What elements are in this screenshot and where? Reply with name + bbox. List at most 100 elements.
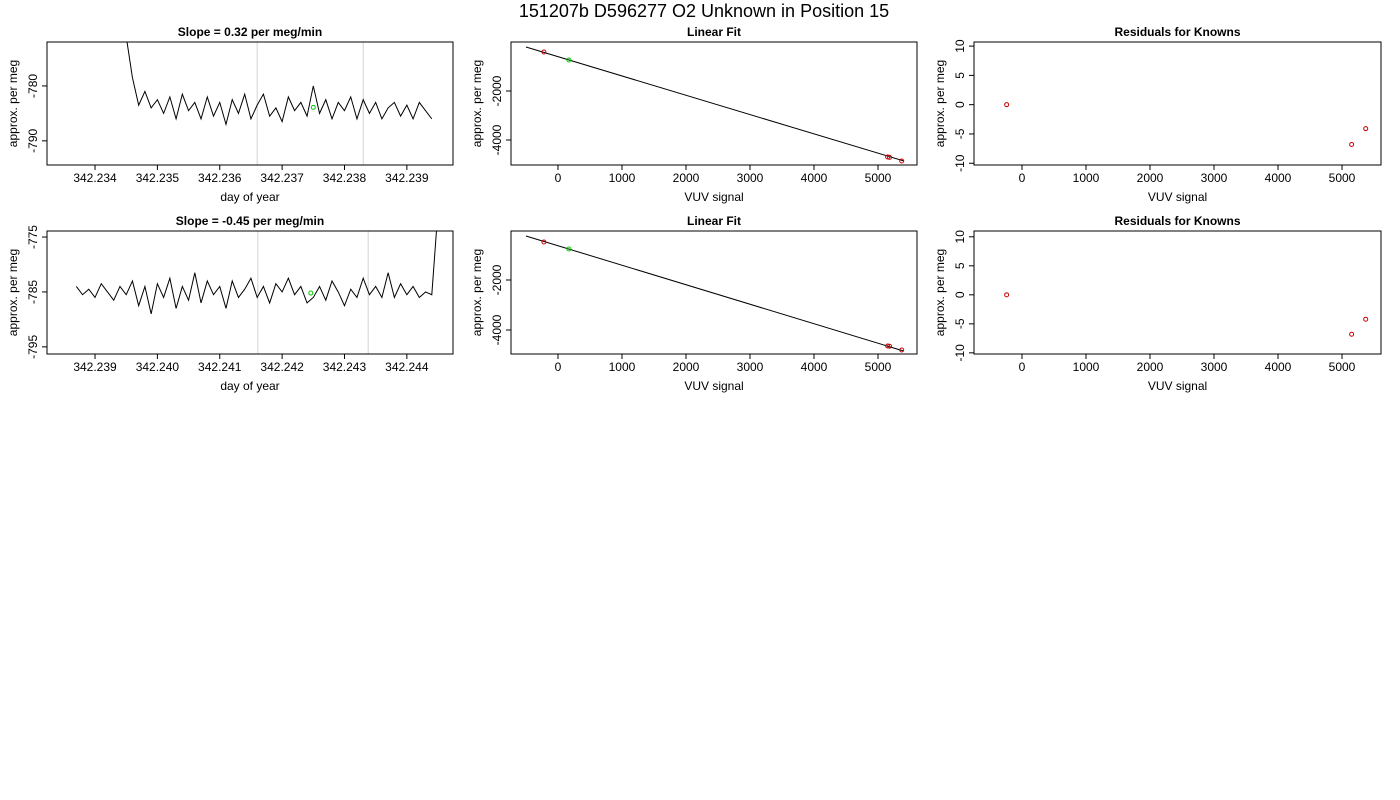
x-tick-label: 5000: [1329, 360, 1356, 374]
plot: [1004, 292, 1369, 337]
y-tick-label: -2000: [490, 264, 504, 295]
y-tick-label: -785: [26, 280, 40, 304]
x-axis-label: VUV signal: [1148, 379, 1207, 393]
y-tick-label: 5: [953, 72, 967, 79]
x-tick-label: 2000: [1137, 171, 1164, 185]
plot-frame: [510, 230, 918, 355]
data-point: [541, 239, 547, 245]
x-tick-label: 342.239: [385, 171, 429, 185]
x-axis-label: VUV signal: [684, 379, 743, 393]
panel-title: Linear Fit: [687, 214, 741, 228]
y-tick-label: 0: [953, 101, 967, 108]
x-tick-label: 5000: [1329, 171, 1356, 185]
plot: [525, 235, 905, 353]
y-axis-label: approx. per meg: [470, 249, 484, 336]
y-tick-label: -5: [953, 318, 967, 329]
x-tick-label: 0: [1019, 171, 1026, 185]
figure-title: 151207b D596277 O2 Unknown in Position 1…: [519, 1, 889, 21]
data-point: [885, 343, 891, 349]
x-tick-label: 1000: [1073, 171, 1100, 185]
x-tick-label: 1000: [1073, 360, 1100, 374]
y-axis-label: approx. per meg: [6, 60, 20, 147]
data-point: [899, 158, 905, 164]
plot-frame: [46, 41, 454, 166]
y-tick-label: -795: [26, 335, 40, 359]
x-tick-label: 342.239: [73, 360, 117, 374]
y-tick-label: -775: [26, 225, 40, 249]
data-point: [1363, 126, 1369, 132]
x-tick-label: 342.242: [260, 360, 304, 374]
data-line: [525, 235, 904, 352]
data-point: [899, 347, 905, 353]
x-tick-label: 1000: [609, 360, 636, 374]
x-tick-label: 5000: [865, 171, 892, 185]
panel-title: Slope = 0.32 per meg/min: [178, 25, 322, 39]
plot-frame: [973, 230, 1382, 355]
x-tick-label: 4000: [801, 171, 828, 185]
plot-frame: [510, 41, 918, 166]
data-point: [1349, 142, 1355, 147]
data-point: [541, 49, 547, 55]
plot: [525, 46, 905, 164]
data-line: [126, 42, 433, 127]
data-point: [310, 104, 316, 110]
data-point: [885, 154, 891, 160]
x-tick-label: 342.236: [198, 171, 242, 185]
x-tick-label: 342.240: [136, 360, 180, 374]
x-tick-label: 3000: [1201, 360, 1228, 374]
data-point: [887, 343, 893, 349]
y-tick-label: -10: [953, 154, 967, 172]
x-tick-label: 0: [1019, 360, 1026, 374]
plot-frame: [46, 230, 454, 355]
x-tick-label: 0: [555, 171, 562, 185]
y-tick-label: -5: [953, 128, 967, 139]
x-tick-label: 342.238: [323, 171, 367, 185]
x-tick-label: 2000: [1137, 360, 1164, 374]
panel-title: Residuals for Knowns: [1114, 25, 1240, 39]
x-tick-label: 2000: [673, 360, 700, 374]
plot-frame: [973, 41, 1382, 166]
x-axis-label: day of year: [220, 379, 279, 393]
y-tick-label: -4000: [490, 124, 504, 155]
y-tick-label: -780: [26, 74, 40, 98]
x-tick-label: 4000: [1265, 360, 1292, 374]
panel-title: Linear Fit: [687, 25, 741, 39]
x-tick-label: 4000: [1265, 171, 1292, 185]
x-tick-label: 342.237: [260, 171, 304, 185]
x-tick-label: 342.243: [323, 360, 367, 374]
x-axis-label: VUV signal: [1148, 190, 1207, 204]
data-point: [1004, 102, 1010, 108]
y-axis-label: approx. per meg: [6, 249, 20, 336]
plot: [75, 231, 437, 354]
x-tick-label: 0: [555, 360, 562, 374]
y-tick-label: 10: [953, 230, 967, 244]
y-axis-label: approx. per meg: [933, 60, 947, 147]
x-tick-label: 3000: [1201, 171, 1228, 185]
x-tick-label: 4000: [801, 360, 828, 374]
x-tick-label: 342.235: [136, 171, 180, 185]
data-line: [75, 231, 437, 315]
y-tick-label: 0: [953, 291, 967, 298]
x-tick-label: 2000: [673, 171, 700, 185]
x-tick-label: 1000: [609, 171, 636, 185]
data-line: [525, 46, 905, 162]
y-axis-label: approx. per meg: [470, 60, 484, 147]
x-tick-label: 342.244: [385, 360, 429, 374]
x-tick-label: 3000: [737, 360, 764, 374]
data-point: [1004, 292, 1010, 298]
y-axis-label: approx. per meg: [933, 249, 947, 336]
y-tick-label: -4000: [490, 314, 504, 345]
panel-title: Slope = -0.45 per meg/min: [176, 214, 324, 228]
y-tick-label: -790: [26, 129, 40, 153]
x-tick-label: 5000: [865, 360, 892, 374]
y-tick-label: -10: [953, 344, 967, 362]
x-axis-label: day of year: [220, 190, 279, 204]
y-tick-label: -2000: [490, 75, 504, 106]
data-point: [308, 290, 314, 296]
x-tick-label: 342.234: [73, 171, 117, 185]
x-tick-label: 342.241: [198, 360, 242, 374]
panel-title: Residuals for Knowns: [1114, 214, 1240, 228]
data-point: [566, 246, 572, 252]
plot: [1004, 102, 1369, 147]
